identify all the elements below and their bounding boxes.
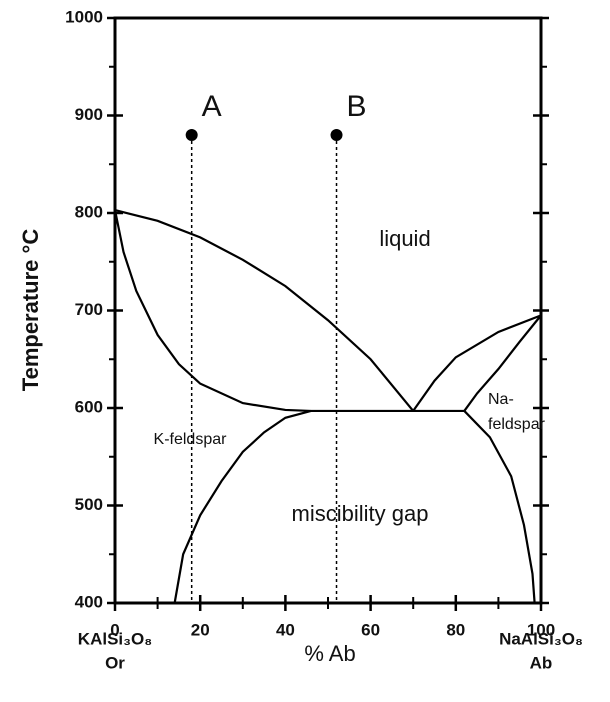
composition-point	[330, 129, 343, 141]
y-tick-label: 1000	[65, 7, 103, 26]
phase-boundary	[463, 410, 536, 604]
phase-boundary	[113, 209, 312, 413]
phase-boundary	[114, 209, 415, 412]
point-label: B	[347, 90, 367, 123]
composition-point	[185, 129, 198, 141]
end-member-name: Or	[105, 653, 125, 672]
end-member-formula: KAlSi₃O₈	[78, 629, 152, 648]
y-tick-label: 400	[75, 592, 103, 611]
end-member-name: Ab	[530, 653, 553, 672]
x-tick-label: 40	[276, 620, 295, 639]
x-tick-label: 80	[446, 620, 465, 639]
x-tick-label: 60	[361, 620, 380, 639]
region-label: Na-	[488, 391, 514, 408]
y-tick-label: 500	[75, 495, 103, 514]
phase-boundary	[412, 314, 542, 412]
region-label: liquid	[379, 226, 430, 251]
point-label: A	[202, 90, 222, 123]
y-tick-label: 700	[75, 300, 103, 319]
phase-boundary	[173, 409, 312, 604]
end-member-formula: NaAlSi₃O₈	[499, 629, 583, 648]
y-axis-label: Temperature °C	[18, 229, 43, 392]
y-tick-label: 800	[75, 202, 103, 221]
y-tick-label: 600	[75, 397, 103, 416]
region-label: feldspar	[488, 416, 546, 433]
x-tick-label: 0	[110, 620, 119, 639]
region-label: miscibility gap	[292, 501, 429, 526]
x-axis-label: % Ab	[304, 641, 355, 666]
x-tick-label: 20	[191, 620, 210, 639]
phase-boundary	[463, 314, 542, 412]
region-label: K-feldspar	[154, 431, 228, 448]
x-tick-label: 100	[527, 620, 555, 639]
y-tick-label: 900	[75, 105, 103, 124]
